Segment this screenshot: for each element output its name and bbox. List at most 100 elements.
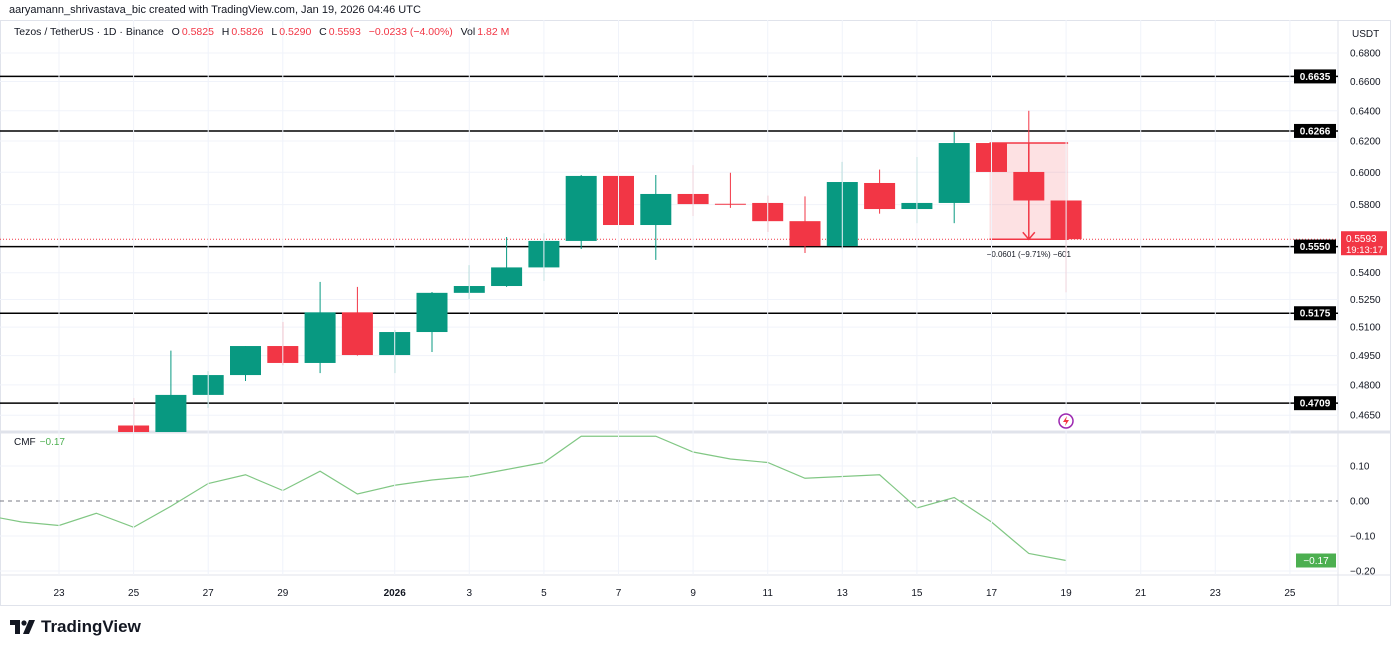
price-tick-label: 0.4950	[1350, 351, 1381, 362]
candle	[341, 286, 373, 356]
price-tick-label: 0.5250	[1350, 295, 1381, 306]
time-tick-label: 23	[53, 588, 65, 599]
brand-name: TradingView	[41, 617, 141, 636]
level-price-badge	[1294, 69, 1336, 84]
lightning-event-icon[interactable]	[1058, 413, 1074, 429]
candle	[789, 196, 821, 253]
tradingview-logo[interactable]: TradingView	[10, 617, 141, 637]
candle	[864, 169, 896, 214]
open-label: O	[171, 26, 180, 38]
level-price-label: 0.5550	[1300, 242, 1331, 253]
level-price-badge	[1294, 123, 1336, 138]
symbol-legend: Tezos / TetherUS · 1D · Binance O 0.5825 …	[14, 26, 511, 38]
countdown-label: 19:13:17	[1346, 245, 1383, 256]
currency-label: USDT	[1352, 29, 1379, 40]
cmf-tick-label: 0.10	[1350, 462, 1370, 473]
time-tick-label: 25	[1284, 588, 1296, 599]
time-tick-label: 13	[837, 588, 849, 599]
price-tick-label: 0.6200	[1350, 137, 1381, 148]
candle	[565, 174, 597, 249]
candle-body	[304, 312, 336, 363]
cmf-name: CMF	[14, 437, 36, 448]
candle-body	[714, 203, 746, 205]
time-tick-label: 7	[616, 588, 622, 599]
candle	[416, 291, 448, 352]
candle	[491, 237, 523, 287]
candle	[938, 132, 970, 224]
time-tick-label: 21	[1135, 588, 1147, 599]
level-price-label: 0.4709	[1300, 399, 1331, 410]
level-price-badge	[1294, 239, 1336, 254]
price-tick-label: 0.5100	[1350, 323, 1381, 334]
change-value: −0.0233 (−4.00%)	[368, 26, 453, 38]
price-tick-label: 0.6000	[1350, 168, 1381, 179]
time-tick-label: 25	[128, 588, 140, 599]
symbol-title[interactable]: Tezos / TetherUS · 1D · Binance	[14, 26, 164, 38]
volume-value: 1.82 M	[477, 26, 510, 38]
time-tick-label: 17	[986, 588, 998, 599]
candle-body	[341, 312, 373, 356]
low-label: L	[271, 26, 278, 38]
candle	[304, 281, 336, 374]
lightning-glyph	[1063, 416, 1069, 426]
time-tick-label: 29	[277, 588, 289, 599]
candle-body	[1013, 171, 1045, 201]
open-value: 0.5825	[181, 26, 214, 38]
measure-label: −0.0601 (−9.71%) −601	[987, 250, 1072, 259]
level-price-badge	[1294, 396, 1336, 411]
time-tick-label: 11	[763, 588, 774, 599]
cmf-legend[interactable]: CMF −0.17	[14, 437, 65, 448]
price-tick-label: 0.5400	[1350, 268, 1381, 279]
candle-body	[640, 193, 672, 226]
cmf-tick-label: 0.00	[1350, 497, 1370, 508]
time-tick-label: 23	[1210, 588, 1222, 599]
low-value: 0.5290	[279, 26, 312, 38]
cmf-tick-label: −0.10	[1350, 532, 1376, 543]
cmf-value-badge-label: −0.17	[1303, 556, 1329, 567]
price-tick-label: 0.4650	[1350, 411, 1381, 422]
high-value: 0.5826	[231, 26, 264, 38]
level-price-label: 0.6635	[1300, 72, 1331, 83]
cmf-line	[0, 435, 1067, 562]
level-price-label: 0.6266	[1300, 126, 1331, 137]
current-price-label: 0.5593	[1346, 234, 1377, 245]
time-tick-label: 27	[203, 588, 215, 599]
candle	[230, 346, 261, 381]
candle	[640, 174, 672, 260]
price-tick-label: 0.6400	[1350, 106, 1381, 117]
close-label: C	[319, 26, 327, 38]
cmf-value-badge	[1296, 553, 1336, 568]
candle-body	[230, 346, 261, 376]
candle-body	[789, 221, 821, 247]
time-tick-label: 3	[467, 588, 473, 599]
price-tick-label: 0.6800	[1350, 49, 1381, 60]
candle-body	[938, 143, 970, 203]
arrow-down-icon	[1022, 231, 1036, 241]
close-value: 0.5593	[328, 26, 361, 38]
candle-body	[565, 175, 597, 241]
volume-label: Vol	[460, 26, 476, 38]
tradingview-logo-icon	[10, 620, 35, 634]
candle-body	[155, 394, 187, 432]
candle-body	[416, 292, 448, 333]
time-tick-label: 5	[541, 588, 547, 599]
cmf-pane	[0, 435, 1338, 572]
candle-body	[491, 267, 523, 287]
candle	[1013, 110, 1045, 202]
price-pane: −0.0601 (−9.71%) −601	[0, 52, 1338, 432]
candle	[155, 350, 187, 432]
price-tick-label: 0.5800	[1350, 200, 1381, 211]
high-label: H	[221, 26, 230, 38]
current-price-badge	[1341, 231, 1387, 256]
level-price-badge	[1294, 306, 1336, 321]
candle	[714, 172, 746, 208]
candle-body	[864, 182, 896, 210]
chart-credit: aaryamann_shrivastava_bic created with T…	[9, 4, 421, 16]
level-price-label: 0.5175	[1300, 309, 1331, 320]
price-tick-label: 0.4800	[1350, 380, 1381, 391]
time-tick-label: 2026	[384, 588, 407, 599]
cmf-value: −0.17	[39, 437, 65, 448]
price-tick-label: 0.6600	[1350, 77, 1381, 88]
time-tick-label: 9	[690, 588, 696, 599]
